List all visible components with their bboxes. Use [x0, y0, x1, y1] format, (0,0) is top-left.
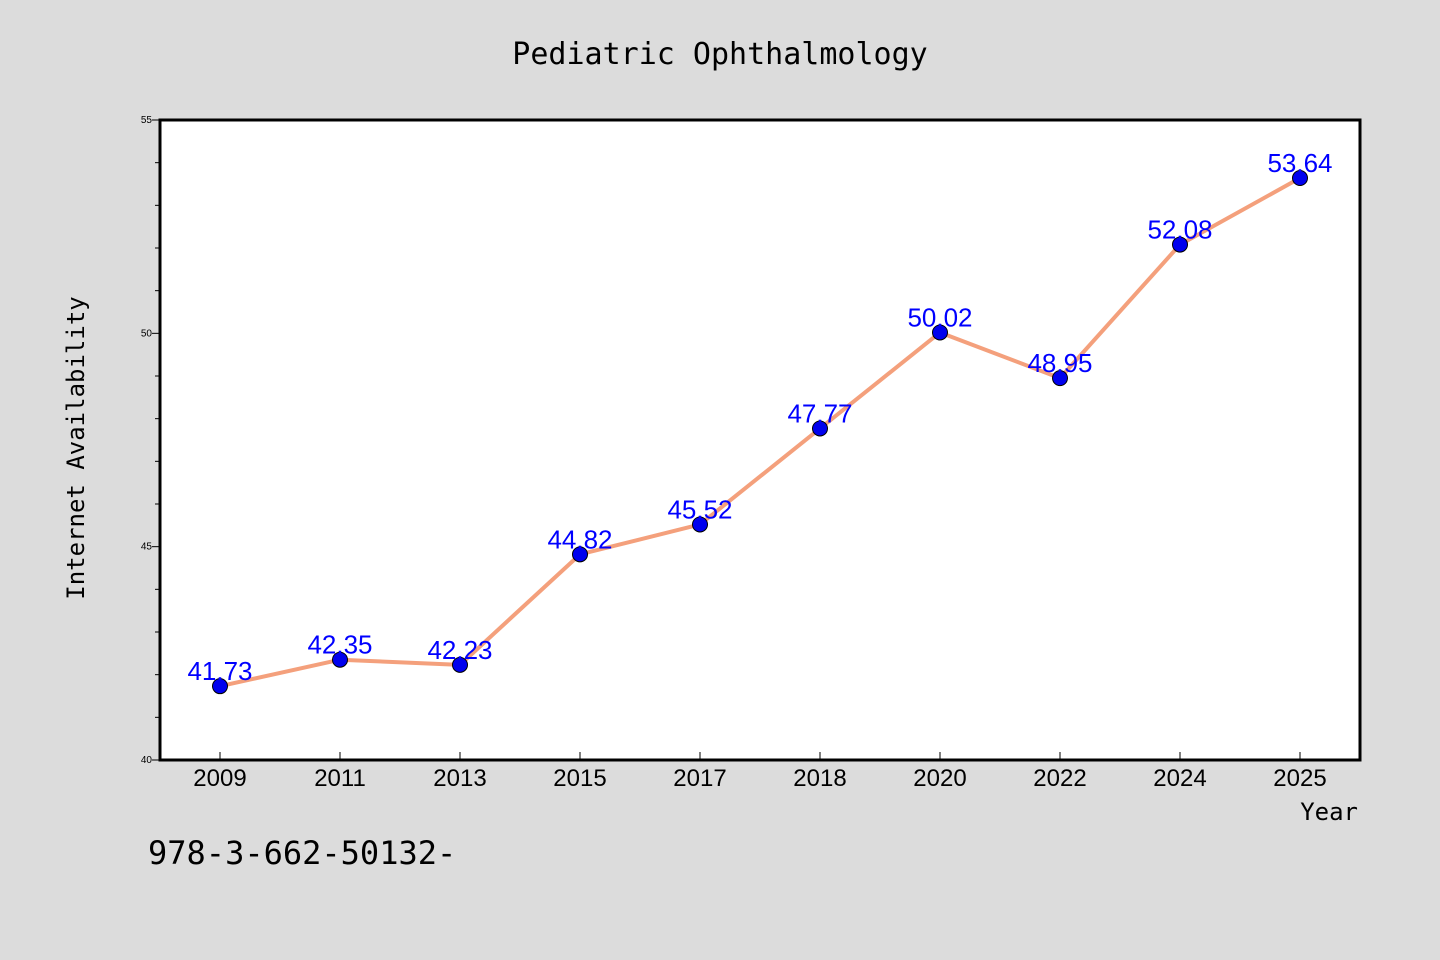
data-markers [212, 170, 1308, 695]
data-point [212, 678, 228, 695]
data-point [1172, 236, 1188, 253]
footer-text: 978-3-662-50132- [148, 834, 456, 872]
series-line [218, 176, 1302, 689]
x-tick-label: 2018 [793, 765, 846, 792]
data-point [1052, 370, 1068, 387]
x-tick-label: 2017 [673, 765, 726, 792]
x-tick-label: 2011 [314, 765, 366, 792]
data-point [572, 546, 588, 563]
y-tick-label: 45 [141, 542, 153, 553]
y-tick-label: 55 [141, 115, 153, 126]
y-tick-label: 50 [141, 328, 153, 339]
data-label: 45.52 [667, 494, 732, 524]
data-point [812, 420, 828, 437]
data-labels: 41.73 42.35 42.23 44.82 45.52 47.77 50.02 48.95… [187, 148, 1332, 686]
x-axis-ticks: 2009 2011 2013 2015 2017 2018 2020 2022 2024 2025 [193, 752, 1327, 792]
data-label: 52.08 [1147, 215, 1212, 245]
data-label: 44.82 [547, 524, 612, 554]
x-tick-label: 2024 [1153, 765, 1206, 792]
chart-title: Pediatric Ophthalmology [512, 37, 927, 72]
x-axis-label: Year [1300, 798, 1358, 826]
data-label: 47.77 [787, 398, 852, 428]
data-label: 41.73 [187, 656, 252, 686]
x-tick-label: 2025 [1273, 765, 1326, 792]
data-point [1292, 170, 1308, 187]
x-tick-label: 2015 [553, 765, 606, 792]
x-tick-label: 2020 [913, 765, 966, 792]
x-tick-label: 2022 [1033, 765, 1086, 792]
data-label: 42.23 [427, 635, 492, 665]
data-point [932, 324, 948, 341]
data-label: 53.64 [1267, 148, 1332, 178]
data-label: 50.02 [907, 302, 972, 332]
data-point [692, 516, 708, 533]
data-point [332, 651, 348, 668]
plot-area [160, 120, 1360, 760]
x-tick-label: 2013 [433, 765, 486, 792]
plot-frame [158, 118, 1362, 762]
data-label: 42.35 [307, 630, 372, 660]
data-label: 48.95 [1027, 348, 1092, 378]
y-tick-label: 40 [141, 755, 153, 766]
series-line-group [218, 176, 1302, 689]
data-point [452, 656, 468, 673]
x-tick-label: 2009 [193, 765, 246, 792]
y-axis-label: Internet Availability [62, 296, 90, 599]
